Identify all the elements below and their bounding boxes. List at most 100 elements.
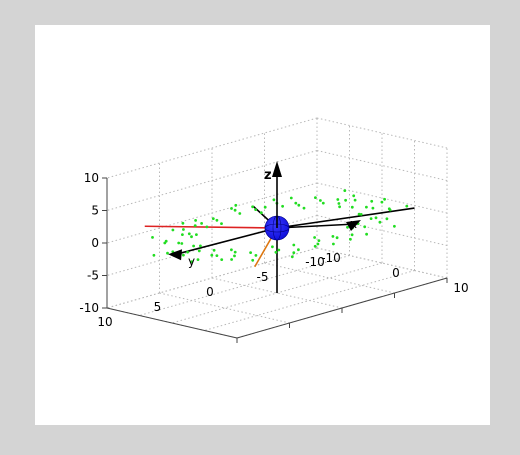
data-point [336,198,340,201]
data-point [292,251,296,255]
data-point [272,198,276,202]
data-point [292,243,296,247]
data-point [152,253,156,257]
data-point [369,217,373,221]
data-point [163,241,167,245]
data-point [319,199,322,202]
data-point [233,208,237,212]
data-point [353,198,357,202]
box-edge-front [106,307,238,339]
data-point [316,242,320,246]
data-point [190,260,194,264]
data-point [220,258,224,261]
y-tick-label: -10 [321,251,341,265]
data-point [378,220,382,224]
y-axis-line [171,227,278,257]
data-point [230,207,233,210]
z-axis-label: z [264,168,272,183]
data-point [363,225,367,229]
data-point [352,194,356,198]
data-point [331,235,335,238]
grid-line [204,270,415,331]
data-point [374,216,378,220]
data-point [344,198,347,202]
data-point [313,244,317,248]
data-point [181,233,184,237]
data-point [205,225,209,229]
z-tick-label: 5 [91,204,99,218]
data-point [259,211,263,215]
z-tick-label: -5 [87,269,99,283]
data-point [313,236,316,239]
data-point [317,239,321,243]
data-point [177,241,181,245]
data-point [290,255,294,259]
y-axis-arrow [168,249,183,261]
data-point [220,222,223,226]
data-point [182,253,185,257]
data-point [238,212,242,215]
data-point [190,235,193,239]
data-point [195,233,198,237]
data-point [233,254,236,258]
x-tick-label: -5 [257,270,269,284]
data-point [151,236,154,239]
data-point [233,250,237,254]
data-point [359,213,363,216]
data-point [350,205,354,209]
data-point [393,224,396,228]
z-tick-label: 0 [91,236,99,250]
data-point [365,205,368,209]
data-point [350,233,354,237]
data-point [254,208,257,212]
y-axis-label: y [188,254,195,268]
data-point [180,242,184,245]
data-point [263,205,267,209]
z-tick-label: -10 [79,301,99,315]
data-point [251,205,255,209]
data-point [186,250,190,254]
x-axis-line [276,223,357,229]
data-point [181,221,185,225]
data-point [234,203,238,207]
data-point [210,253,214,257]
grid-line [106,117,318,179]
data-point [289,196,293,200]
data-point [230,248,233,252]
data-point [297,203,301,207]
data-point [332,242,335,246]
data-point [215,218,219,222]
data-point [385,217,389,221]
data-point [314,196,317,200]
y-tick-label: 0 [392,266,400,280]
data-point [388,208,392,212]
data-point [192,244,196,248]
y-tick-label: 10 [453,281,468,295]
z-axis-arrow [272,161,282,177]
axis-line-right [276,207,415,229]
data-point [357,212,361,216]
data-point [383,197,386,201]
data-point [254,254,258,257]
data-point [297,248,300,252]
data-point [211,217,215,221]
data-point [277,248,281,252]
x-axis-label: x [350,217,357,231]
grid-line [106,150,318,211]
x-tick-label: -10 [305,255,325,269]
data-point [338,205,341,209]
data-point [343,189,347,193]
data-point [197,249,201,253]
data-point [193,224,197,228]
x-axis-arrow [346,220,361,231]
data-point [230,258,234,261]
data-point [365,232,368,236]
data-point [349,237,352,241]
x-tick-label: 10 [97,315,112,329]
data-point [194,219,198,222]
data-point [281,204,284,208]
data-point [337,202,341,205]
data-point [171,228,175,232]
